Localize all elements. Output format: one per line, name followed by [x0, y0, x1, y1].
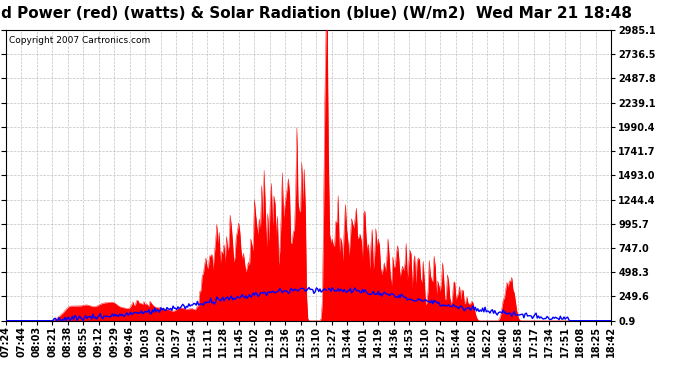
Text: Copyright 2007 Cartronics.com: Copyright 2007 Cartronics.com: [8, 36, 150, 45]
Text: Grid Power (red) (watts) & Solar Radiation (blue) (W/m2)  Wed Mar 21 18:48: Grid Power (red) (watts) & Solar Radiati…: [0, 6, 631, 21]
